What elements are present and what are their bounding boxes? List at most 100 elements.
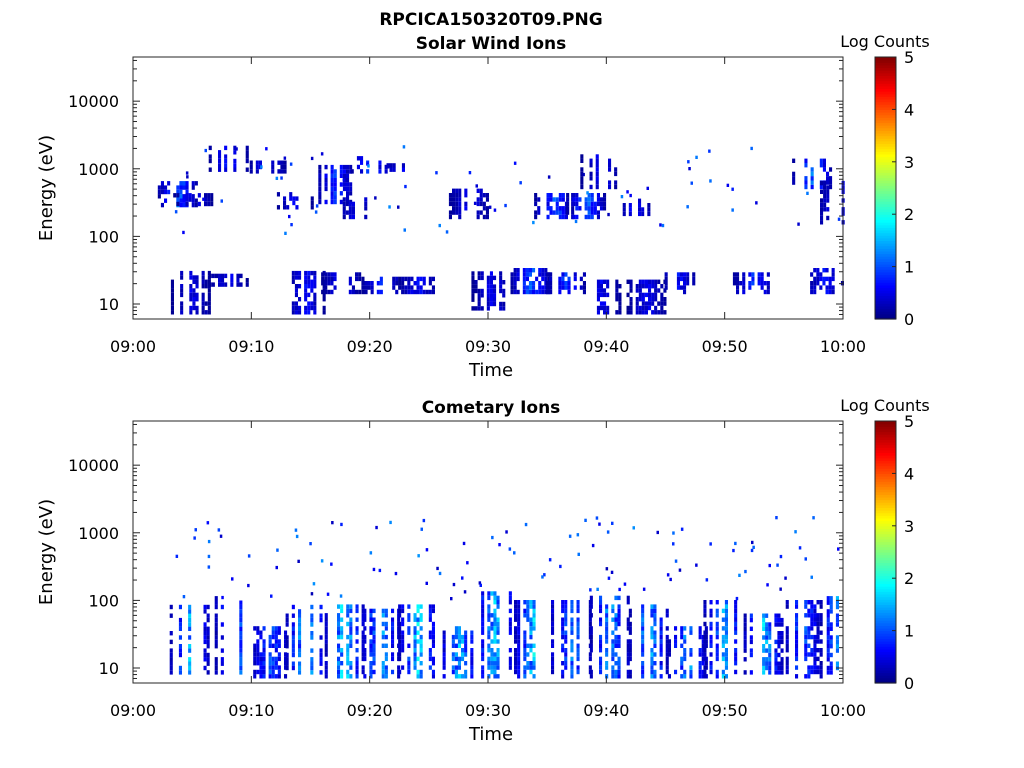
heatmap-cell	[493, 301, 497, 307]
heatmap-cell	[370, 289, 374, 295]
heatmap-cell	[360, 169, 364, 174]
heatmap-cell	[650, 604, 654, 609]
heatmap-cell	[384, 643, 388, 648]
heatmap-cell	[734, 613, 738, 618]
heatmap-cell	[526, 600, 530, 605]
colorbar-segment	[875, 169, 896, 173]
heatmap-cell	[575, 201, 579, 207]
heatmap-cell	[280, 160, 284, 165]
heatmap-cell	[481, 656, 485, 662]
heatmap-cell	[428, 617, 432, 622]
heatmap-cell	[813, 613, 817, 618]
heatmap-cell	[349, 621, 353, 627]
heatmap-cell	[614, 643, 618, 648]
heatmap-cell	[217, 528, 221, 532]
heatmap-cell	[355, 661, 359, 666]
heatmap-cell	[349, 626, 353, 631]
heatmap-cell	[340, 522, 343, 527]
colorbar-segment	[875, 481, 896, 485]
heatmap-cell	[638, 297, 642, 302]
heatmap-cell	[709, 608, 713, 614]
heatmap-cell	[457, 656, 461, 662]
heatmap-cell	[606, 292, 610, 298]
heatmap-cell	[479, 201, 483, 207]
heatmap-cell	[207, 310, 211, 315]
heatmap-cell	[294, 310, 298, 315]
heatmap-cell	[517, 621, 521, 627]
heatmap-cell	[274, 639, 278, 644]
heatmap-cell	[738, 573, 741, 577]
heatmap-cell	[255, 164, 259, 170]
heatmap-cell	[211, 273, 215, 279]
heatmap-cell	[461, 674, 465, 679]
heatmap-cell	[322, 305, 326, 311]
heatmap-cell	[416, 639, 420, 644]
heatmap-cell	[502, 280, 506, 285]
heatmap-cell	[561, 285, 565, 290]
heatmap-cell	[294, 305, 298, 311]
heatmap-cell	[477, 301, 481, 307]
heatmap-cell	[203, 665, 207, 671]
heatmap-cell	[828, 285, 832, 290]
heatmap-cell	[348, 214, 352, 220]
heatmap-cell	[401, 648, 405, 653]
heatmap-cell	[364, 281, 368, 286]
heatmap-cell	[319, 670, 323, 675]
heatmap-cell	[262, 661, 266, 666]
colorbar-segment	[875, 174, 896, 179]
heatmap-cell	[485, 197, 489, 202]
colorbar-segment	[875, 282, 896, 286]
heatmap-cell	[517, 604, 521, 609]
heatmap-cell	[614, 669, 618, 675]
heatmap-cell	[650, 626, 654, 631]
heatmap-cell	[626, 648, 630, 653]
heatmap-cell	[825, 289, 829, 295]
heatmap-cell	[534, 197, 538, 202]
heatmap-cell	[750, 548, 754, 553]
heatmap-cell	[508, 608, 512, 614]
heatmap-cell	[541, 285, 545, 290]
heatmap-cell	[650, 648, 654, 653]
heatmap-cell	[364, 285, 368, 290]
heatmap-cell	[289, 192, 293, 197]
heatmap-cell	[291, 270, 295, 276]
heatmap-cell	[221, 595, 224, 600]
heatmap-cell	[355, 656, 359, 662]
heatmap-cell	[750, 146, 753, 151]
heatmap-cell	[348, 201, 352, 207]
heatmap-cell	[564, 665, 568, 670]
heatmap-cell	[667, 648, 671, 653]
heatmap-cell	[442, 661, 446, 666]
colorbar-segment	[875, 667, 896, 671]
heatmap-cell	[596, 310, 600, 315]
heatmap-cell	[526, 604, 530, 609]
heatmap-cell	[262, 652, 266, 657]
colorbar-segment	[875, 646, 896, 650]
heatmap-cell	[570, 639, 574, 644]
heatmap-cell	[689, 630, 693, 635]
heatmap-cell	[650, 674, 654, 679]
heatmap-cell	[346, 604, 350, 609]
heatmap-cell	[245, 167, 249, 172]
heatmap-cell	[349, 164, 353, 170]
heatmap-cell	[537, 206, 541, 211]
heatmap-cell	[482, 193, 486, 198]
heatmap-cell	[271, 160, 275, 165]
heatmap-cell	[464, 661, 468, 666]
heatmap-cell	[178, 626, 182, 631]
heatmap-cell	[485, 210, 489, 215]
heatmap-cell	[780, 622, 784, 627]
heatmap-cell	[201, 310, 205, 315]
heatmap-cell	[785, 665, 789, 670]
heatmap-cell	[337, 634, 341, 640]
heatmap-cell	[364, 206, 368, 211]
heatmap-cell	[835, 644, 839, 649]
heatmap-cell	[576, 634, 580, 640]
heatmap-cell	[595, 184, 599, 190]
heatmap-cell	[307, 301, 311, 306]
heatmap-cell	[667, 639, 671, 644]
colorbar-segment	[875, 85, 896, 90]
heatmap-cell	[514, 648, 518, 653]
heatmap-cell	[493, 630, 497, 635]
heatmap-cell	[826, 617, 830, 623]
